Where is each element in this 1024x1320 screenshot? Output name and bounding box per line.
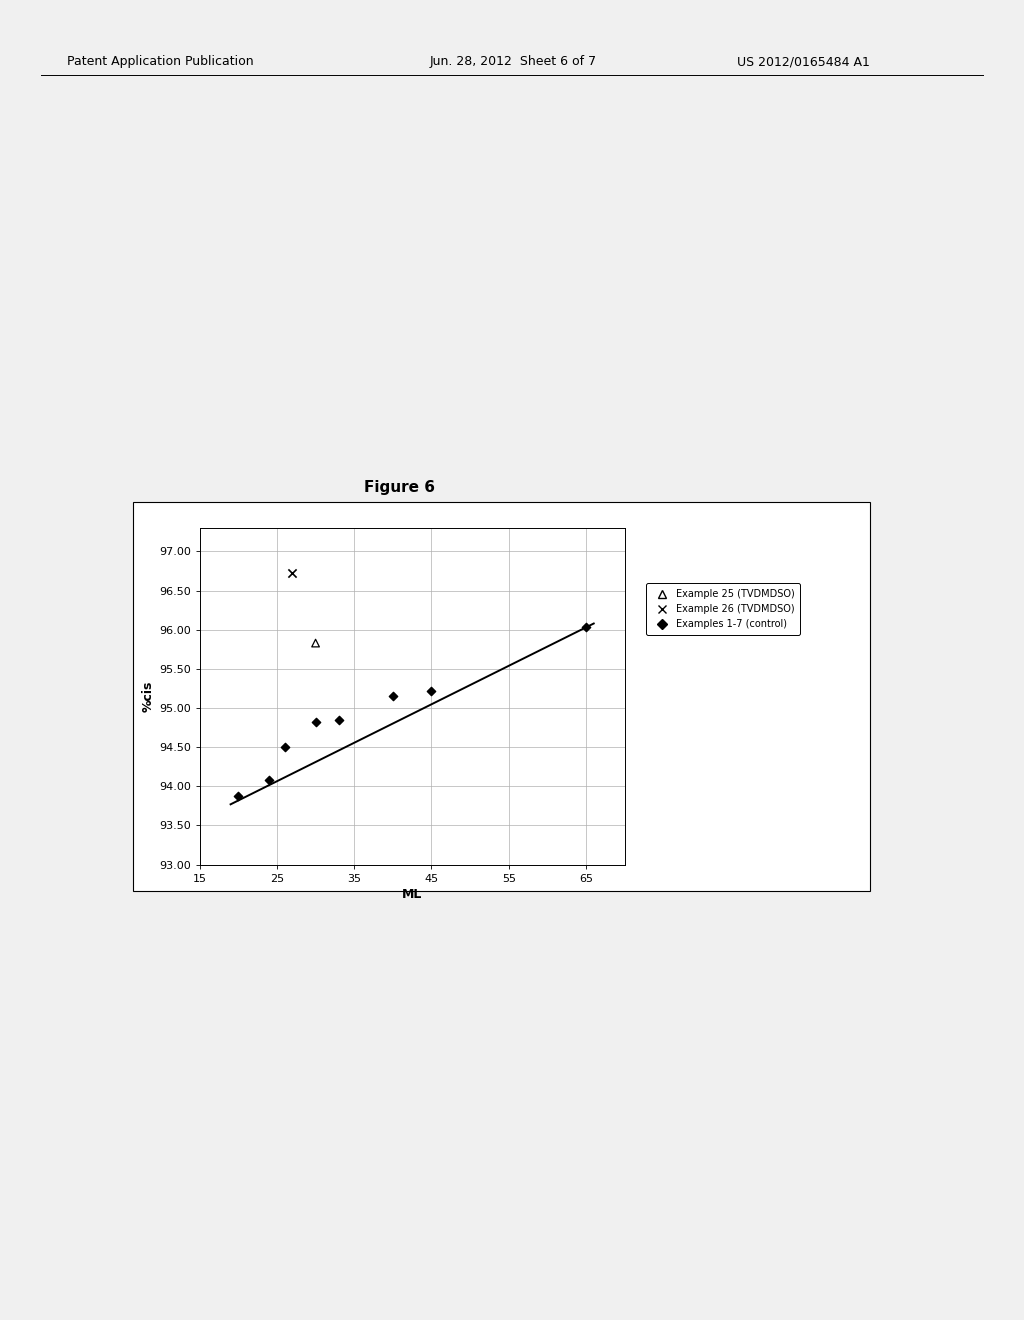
Examples 1-7 (control) xyxy=(423,680,439,701)
Text: Jun. 28, 2012  Sheet 6 of 7: Jun. 28, 2012 Sheet 6 of 7 xyxy=(430,55,597,69)
Examples 1-7 (control) xyxy=(276,737,293,758)
Examples 1-7 (control) xyxy=(307,711,324,733)
Text: Figure 6: Figure 6 xyxy=(364,480,435,495)
Examples 1-7 (control) xyxy=(385,685,401,706)
Examples 1-7 (control) xyxy=(261,770,278,791)
Y-axis label: %cis: %cis xyxy=(141,681,155,711)
Examples 1-7 (control) xyxy=(230,785,247,807)
Example 26 (TVDMDSO) xyxy=(285,562,301,583)
Examples 1-7 (control) xyxy=(578,616,594,638)
Text: US 2012/0165484 A1: US 2012/0165484 A1 xyxy=(737,55,870,69)
Text: Patent Application Publication: Patent Application Publication xyxy=(67,55,253,69)
X-axis label: ML: ML xyxy=(402,888,422,900)
Legend: Example 25 (TVDMDSO), Example 26 (TVDMDSO), Examples 1-7 (control): Example 25 (TVDMDSO), Example 26 (TVDMDS… xyxy=(646,583,800,635)
Example 25 (TVDMDSO) xyxy=(307,632,324,653)
Examples 1-7 (control) xyxy=(331,709,347,730)
